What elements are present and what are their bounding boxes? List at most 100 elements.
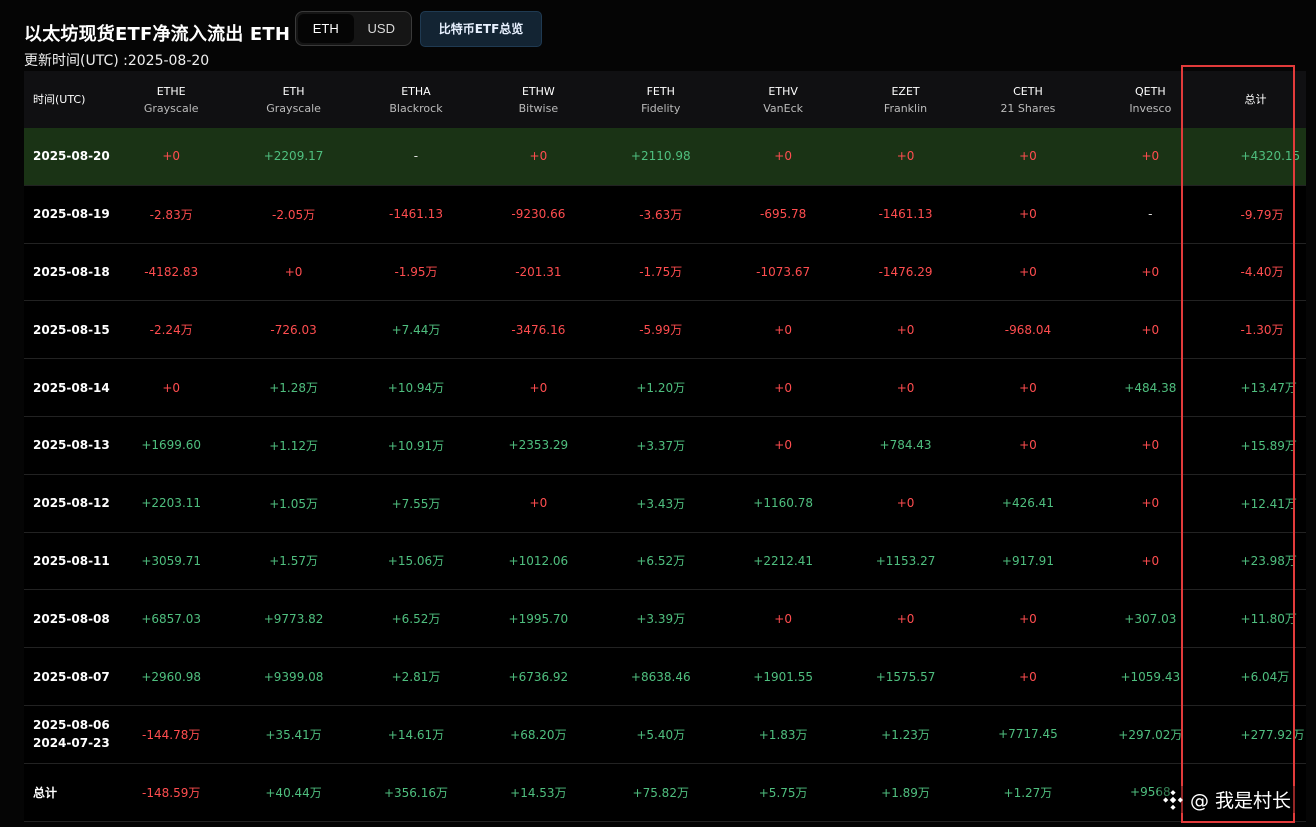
total-cell: +4320.15 <box>1240 149 1301 164</box>
flow-cell-etha: +6.52万 <box>391 612 441 627</box>
row-date-start: 2025-08-13 <box>33 438 110 453</box>
column-issuer: Franklin <box>883 101 928 115</box>
table-row[interactable]: 2025-08-11 +3059.71 +1.57万 +15.06万 +1012.06 +… <box>24 533 1306 591</box>
table-row[interactable]: 2025-08-12 +2203.11 +1.05万 +7.55万 +0 +3.43万 +1… <box>24 475 1306 533</box>
toggle-eth[interactable]: ETH <box>298 14 354 43</box>
flow-cell-ezet: +0 <box>896 496 915 511</box>
flow-cell-ethw: +0 <box>529 149 548 164</box>
flow-cell-ethw: +6736.92 <box>508 669 569 684</box>
column-ticker: EZET <box>891 84 920 98</box>
column-header-ethe: ETHE Grayscale <box>110 71 232 128</box>
flow-cell-ethv: -1073.67 <box>756 264 811 279</box>
flow-cell-feth: -1.75万 <box>639 265 683 280</box>
table-row[interactable]: 2025-08-06 2024-07-23 -144.78万 +35.41万 +14.6… <box>24 706 1306 764</box>
flow-cell-eth: +35.41万 <box>265 727 322 742</box>
page-header: 以太坊现货ETF净流入流出 ETH 更新时间(UTC) :2025-08-20 … <box>24 10 1304 69</box>
flow-cell-ethw: +14.53万 <box>510 785 567 800</box>
flow-cell-eth: +1.12万 <box>269 438 318 453</box>
flow-cell-etha: +7.44万 <box>391 323 441 338</box>
column-header-ethv: ETHV VanEck <box>722 71 844 128</box>
table-row[interactable]: 2025-08-13 +1699.60 +1.12万 +10.91万 +2353.29 +… <box>24 417 1306 475</box>
flow-cell-ethv: +0 <box>774 380 792 395</box>
flow-cell-feth: +8638.46 <box>630 669 691 684</box>
flow-cell-etha: +14.61万 <box>387 727 445 742</box>
column-issuer: 21 Shares <box>1000 101 1056 115</box>
flow-cell-ethw: +0 <box>529 496 548 511</box>
column-header-eth: ETH Grayscale <box>232 71 354 128</box>
row-date: 2025-08-07 <box>24 648 110 705</box>
total-column-header: 总计 <box>1244 93 1267 106</box>
flow-cell-etha: +15.06万 <box>387 554 445 569</box>
flow-cell-ethw: +1995.70 <box>508 611 569 626</box>
table-row[interactable]: 2025-08-08 +6857.03 +9773.82 +6.52万 +1995.70… <box>24 590 1306 649</box>
flow-cell-eth: +40.44万 <box>265 785 322 800</box>
flow-cell-feth: +5.40万 <box>636 727 686 742</box>
flow-cell-ethw: +0 <box>529 380 548 395</box>
table-row[interactable]: 2025-08-18 -4182.83 +0 -1.95万 -201.31 -1.75万 -… <box>24 244 1306 302</box>
flow-cell-eth: -2.05万 <box>272 207 316 222</box>
column-ticker: FETH <box>646 84 675 98</box>
flow-cell-etha: -1.95万 <box>394 265 438 280</box>
table-row[interactable]: 2025-08-07 +2960.98 +9399.08 +2.81万 +6736.92… <box>24 648 1306 706</box>
unit-toggle[interactable]: ETH USD <box>295 11 412 46</box>
flow-cell-eth: +0 <box>284 264 303 279</box>
total-cell: -4.40万 <box>1240 265 1284 280</box>
flow-cell-qeth: +297.02万 <box>1118 727 1183 742</box>
row-date: 2025-08-13 <box>24 417 110 474</box>
column-issuer: Grayscale <box>266 101 321 115</box>
row-date-start: 2025-08-08 <box>33 611 110 626</box>
flow-cell-ezet: +1153.27 <box>875 553 936 568</box>
toggle-usd[interactable]: USD <box>367 21 395 36</box>
table-row[interactable]: 总计 -148.59万 +40.44万 +356.16万 +14.53万 +75.82万 +… <box>24 764 1306 822</box>
flow-cell-feth: +2110.98 <box>630 149 691 164</box>
flow-cell-ethv: +1.83万 <box>758 727 808 742</box>
row-date-start: 2025-08-06 <box>33 718 110 733</box>
table-header-row: 时间(UTC) ETHE Grayscale ETH Grayscale ETHA Bla… <box>24 71 1306 128</box>
row-date-start: 2025-08-20 <box>33 149 110 164</box>
column-ticker: ETHV <box>768 84 798 98</box>
flow-cell-feth: +1.20万 <box>636 381 686 396</box>
column-header-qeth: QETH Invesco <box>1089 71 1211 128</box>
flow-cell-ezet: +0 <box>896 149 915 164</box>
flow-cell-ethv: +0 <box>774 149 792 164</box>
table-row[interactable]: 2025-08-20 +0 +2209.17 - +0 +2110.98 +0 +0 +0 +0 +… <box>24 128 1306 186</box>
flow-cell-ethe: -2.24万 <box>149 323 193 338</box>
column-ticker: ETHA <box>401 84 431 98</box>
flow-cell-qeth: +0 <box>1141 264 1160 279</box>
flow-cell-qeth: +0 <box>1141 322 1160 337</box>
flow-cell-qeth: +0 <box>1141 438 1160 453</box>
flow-cell-ezet: -1476.29 <box>878 264 933 279</box>
table-row[interactable]: 2025-08-19 -2.83万 -2.05万 -1461.13 -9230.66 -3… <box>24 186 1306 244</box>
flow-cell-ethv: +1160.78 <box>753 496 813 511</box>
flow-cell-feth: -3.63万 <box>639 207 683 222</box>
total-cell: +13.47万 <box>1240 381 1297 396</box>
flow-cell-ceth: +917.91 <box>1001 553 1054 568</box>
watermark: @ 我是村长 <box>1158 786 1296 813</box>
flow-cell-etha: -1461.13 <box>389 207 443 222</box>
total-cell: +11.80万 <box>1240 612 1297 627</box>
row-date-start: 2025-08-11 <box>33 553 110 568</box>
row-date: 2025-08-06 2024-07-23 <box>24 706 110 763</box>
row-date-start: 2025-08-15 <box>33 322 110 337</box>
flow-cell-ethe: -144.78万 <box>142 727 201 742</box>
flow-cell-qeth: +307.03 <box>1124 611 1177 626</box>
btc-etf-overview-button[interactable]: 比特币ETF总览 <box>420 11 542 47</box>
column-issuer: Invesco <box>1129 101 1172 115</box>
row-date-start: 总计 <box>33 785 58 800</box>
date-column-header: 时间(UTC) <box>33 93 86 106</box>
table-row[interactable]: 2025-08-15 -2.24万 -726.03 +7.44万 -3476.16 -5.… <box>24 301 1306 360</box>
row-date: 总计 <box>24 764 110 821</box>
flow-cell-ethe: +3059.71 <box>141 553 202 568</box>
table-row[interactable]: 2025-08-14 +0 +1.28万 +10.94万 +0 +1.20万 +0 +0 +0 +… <box>24 359 1306 417</box>
total-cell: +277.92万 <box>1240 727 1305 742</box>
flow-cell-ethe: +2960.98 <box>141 669 202 684</box>
flow-cell-etha: - <box>413 149 419 164</box>
column-issuer: Fidelity <box>641 101 681 115</box>
column-header-ethw: ETHW Bitwise <box>477 71 599 128</box>
row-date-start: 2025-08-19 <box>33 207 110 222</box>
row-date-start: 2025-08-12 <box>33 496 110 511</box>
column-header-ceth: CETH 21 Shares <box>967 71 1089 128</box>
page-title: 以太坊现货ETF净流入流出 ETH <box>24 24 291 45</box>
etf-flow-table: 时间(UTC) ETHE Grayscale ETH Grayscale ETHA Bla… <box>24 71 1306 822</box>
column-header-ezet: EZET Franklin <box>844 71 966 128</box>
